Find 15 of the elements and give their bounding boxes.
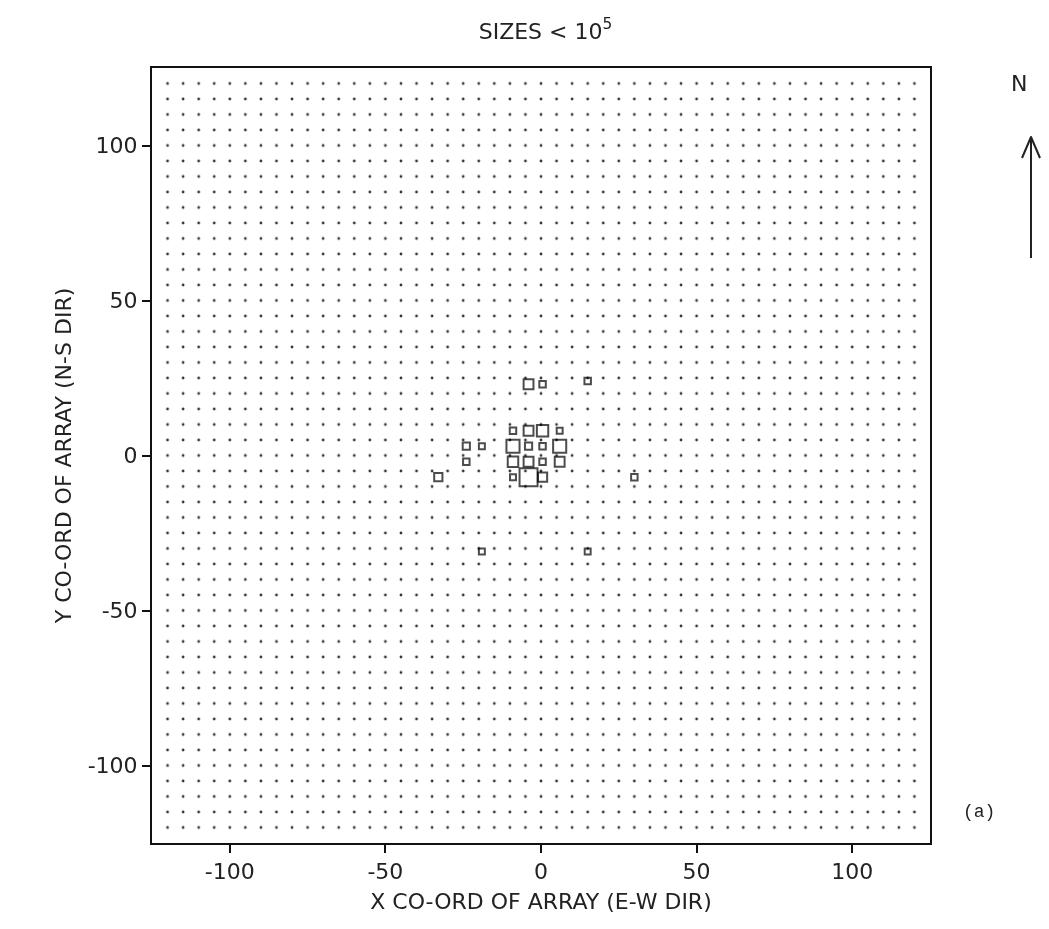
y-axis-title: Y CO-ORD OF ARRAY (N-S DIR) bbox=[50, 287, 76, 625]
x-tick-label: -100 bbox=[204, 859, 255, 885]
chart-title: SIZES < 10$^{5}$ bbox=[478, 15, 613, 44]
y-tick-label: 0 bbox=[123, 443, 138, 469]
y-tick-label: -100 bbox=[87, 753, 138, 779]
x-tick-label: 0 bbox=[534, 859, 548, 885]
text: N bbox=[1011, 71, 1028, 96]
y-tick-label: 100 bbox=[95, 133, 138, 159]
x-tick-label: -50 bbox=[367, 859, 404, 885]
y-tick-label: 50 bbox=[109, 288, 138, 314]
text: (a) bbox=[963, 802, 996, 822]
x-tick-label: 50 bbox=[682, 859, 711, 885]
x-tick-label: 100 bbox=[831, 859, 874, 885]
y-tick-label: -50 bbox=[101, 598, 138, 624]
x-axis-title: X CO-ORD OF ARRAY (E-W DIR) bbox=[370, 888, 712, 914]
